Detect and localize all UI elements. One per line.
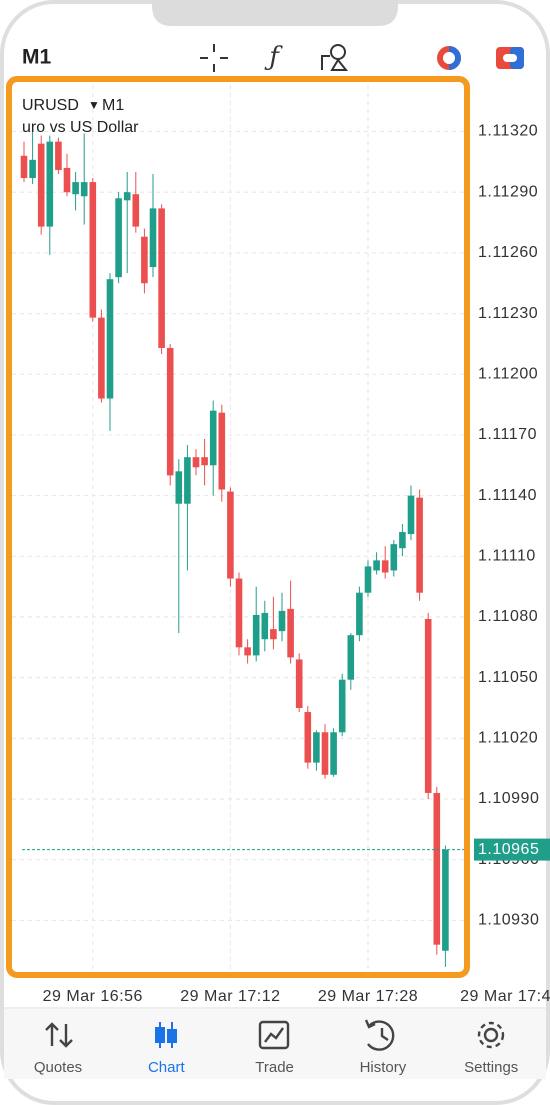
notch: [152, 0, 398, 26]
candle-body: [63, 167, 71, 193]
x-tick-label: 29 Mar 17:28: [318, 988, 418, 1005]
candle-body: [166, 347, 174, 476]
x-tick-label: 29 Mar 17:4: [460, 988, 550, 1005]
candle-body: [37, 143, 45, 227]
nav-bar: [4, 1009, 546, 1079]
candle-body: [106, 279, 114, 399]
axes: 1.11320 1.11290 1.11260 1.11230 1.11200 1.111…: [22, 123, 550, 1005]
nav-labels: Quotes Chart Trade History Settings: [34, 1059, 518, 1076]
y-tick-label: 1.11230: [478, 305, 538, 322]
candle-body: [235, 578, 243, 648]
candle-body: [442, 849, 449, 951]
quotes-icon[interactable]: [45, 1022, 73, 1048]
candle-body: [390, 544, 398, 571]
candle-body: [321, 732, 329, 775]
candle-body: [46, 141, 54, 227]
candle-body: [72, 182, 79, 195]
objects-icon[interactable]: [321, 44, 349, 71]
account-icon[interactable]: [437, 46, 461, 70]
candle-body: [373, 560, 380, 571]
y-tick-label: 1.11080: [478, 608, 538, 625]
candle-body: [184, 457, 191, 504]
nav-tab[interactable]: Settings: [464, 1059, 518, 1076]
candle-body: [347, 635, 355, 680]
candle-body: [201, 457, 208, 466]
candle-body: [433, 792, 441, 945]
candle-body: [55, 141, 62, 170]
candle-body: [261, 612, 269, 640]
y-tick-label: 1.11110: [478, 548, 536, 565]
trade-tab-icon[interactable]: [258, 1020, 290, 1050]
highlight-box: [6, 76, 470, 978]
candle-body: [424, 619, 432, 793]
candle-body: [218, 412, 226, 490]
y-tick-label: 1.10990: [478, 790, 539, 807]
nav-tab[interactable]: Trade: [255, 1059, 294, 1076]
candle-body: [244, 647, 251, 656]
nav-tab[interactable]: Quotes: [34, 1059, 82, 1076]
candle-body: [209, 410, 217, 466]
candle-body: [158, 208, 165, 348]
candle-body: [356, 592, 363, 636]
candle-body: [175, 471, 183, 504]
chart-icon[interactable]: [155, 1022, 177, 1048]
y-tick-label: 1.11170: [478, 426, 537, 443]
chart-period: M1: [102, 97, 124, 114]
y-tick-label: 1.10930: [478, 912, 539, 929]
y-tick-label: 1.11290: [478, 183, 538, 200]
y-tick-label: 1.11320: [478, 123, 538, 140]
candle-body: [338, 679, 346, 733]
settings-icon[interactable]: [477, 1021, 505, 1049]
y-tick-label: 1.11140: [478, 487, 537, 504]
x-tick-label: 29 Mar 16:56: [43, 988, 143, 1005]
candle-body: [399, 532, 406, 549]
crosshair-icon[interactable]: [200, 44, 228, 72]
candle-body: [287, 608, 294, 658]
nav-tab[interactable]: Chart: [148, 1059, 186, 1076]
candle-body: [304, 712, 312, 763]
y-tick-label: 1.11200: [478, 365, 538, 382]
candle-body: [278, 610, 286, 632]
candle-body: [115, 198, 122, 278]
trade-icon[interactable]: [496, 47, 524, 69]
indicator-icon[interactable]: ƒ: [264, 42, 283, 72]
chart-subtitle: uro vs US Dollar: [22, 119, 139, 136]
y-tick-label: 1.11020: [478, 730, 538, 747]
timeframe[interactable]: M1: [22, 46, 51, 69]
candle-body: [381, 560, 389, 573]
candle-body: [132, 194, 140, 227]
candle-body: [123, 192, 131, 201]
candle-body: [141, 236, 148, 284]
candle-body: [252, 614, 260, 656]
candle-body: [98, 317, 105, 399]
dropdown-arrow[interactable]: ▼: [88, 98, 100, 112]
last-price-label: 1.10965: [478, 841, 539, 858]
candle-body: [330, 732, 337, 775]
candle-body: [416, 497, 423, 593]
history-icon[interactable]: [364, 1019, 395, 1051]
candle-body: [89, 182, 97, 318]
candle-body: [227, 491, 234, 579]
chart-symbol: URUSD: [22, 97, 79, 114]
last-price-box: [474, 838, 550, 861]
candle-body: [270, 629, 277, 640]
candle-body: [313, 732, 320, 763]
candle-body: [364, 566, 372, 593]
candle-body: [20, 155, 28, 179]
candles: [20, 129, 449, 967]
candle-body: [192, 457, 200, 468]
nav-tab[interactable]: History: [360, 1059, 407, 1076]
x-tick-label: 29 Mar 17:12: [180, 988, 280, 1005]
y-tick-label: 1.11050: [478, 669, 538, 686]
y-tick-label: 1.11260: [478, 244, 538, 261]
grid: [12, 85, 468, 975]
candle-body: [80, 182, 88, 197]
candle-body: [29, 159, 36, 179]
candle-body: [149, 208, 157, 268]
candle-body: [407, 495, 415, 535]
candle-body: [295, 659, 303, 708]
